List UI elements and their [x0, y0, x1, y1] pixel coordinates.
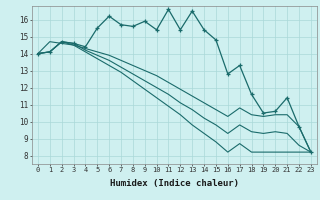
X-axis label: Humidex (Indice chaleur): Humidex (Indice chaleur) [110, 179, 239, 188]
